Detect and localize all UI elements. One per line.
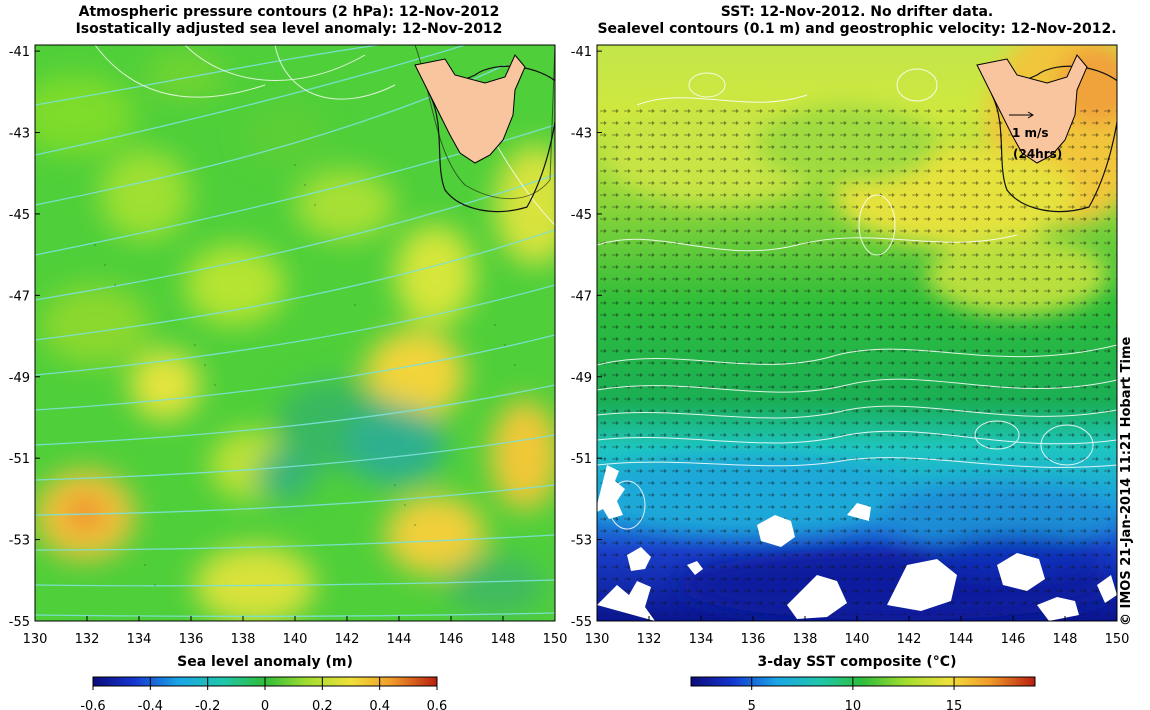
scale-arrow-label: 1 m/s: [1012, 126, 1049, 140]
left-x-tick-label: 146: [439, 632, 464, 647]
right-title: SST: 12-Nov-2012. No drifter data. Seale…: [557, 4, 1150, 38]
right-y-tick-label: -47: [571, 289, 592, 304]
left-y-tick-label: -55: [9, 615, 30, 630]
right-x-tick-label: 148: [1053, 632, 1078, 647]
left-map-frame: [34, 44, 556, 622]
left-x-tick-label: 144: [387, 632, 412, 647]
left-x-tick-label: 140: [283, 632, 308, 647]
right-x-tick-label: 138: [793, 632, 818, 647]
left-x-tick-label: 148: [491, 632, 516, 647]
left-x-tick-label: 132: [75, 632, 100, 647]
right-x-tick-label: 130: [585, 632, 610, 647]
sla-map-svg: [35, 45, 555, 621]
left-y-tick-label: -53: [9, 534, 30, 549]
right-x-tick-label: 142: [897, 632, 922, 647]
sst-colorbar-tick-label: 5: [748, 699, 756, 710]
left-x-tick-label: 136: [179, 632, 204, 647]
sla-colorbar-tick-label: 0.4: [369, 699, 390, 710]
sst-colorbar-label: 3-day SST composite (°C): [757, 654, 957, 670]
left-x-tick-label: 138: [231, 632, 256, 647]
right-y-tick-label: -49: [571, 371, 592, 386]
sla-field: [35, 50, 555, 621]
sst-colorbar-tick-label: 10: [845, 699, 862, 710]
left-x-tick-label: 134: [127, 632, 152, 647]
right-map-frame: [596, 44, 1118, 622]
sst-colorbar-ticks: 5 10 15: [748, 677, 963, 710]
sst-colorbar: [690, 676, 1036, 687]
sla-colorbar-tick-label: 0: [261, 699, 269, 710]
left-x-tick-label: 150: [543, 632, 568, 647]
right-y-tick-label: -43: [571, 127, 592, 142]
right-x-tick-label: 146: [1001, 632, 1026, 647]
sst-colorbar-tick-label: 15: [946, 699, 963, 710]
scale-arrow-sublabel: (24hrs): [1013, 147, 1062, 161]
left-y-tick-label: -45: [9, 208, 30, 223]
right-x-tick-label: 150: [1105, 632, 1130, 647]
sst-map: 1 m/s (24hrs): [597, 45, 1117, 621]
right-x-tick-label: 140: [845, 632, 870, 647]
left-axis-ticks: 130 132 134 136 138 140 142 144 146 148 150 -41 -43 -…: [9, 45, 568, 647]
sst-shelf-contour: [991, 65, 1117, 213]
right-y-tick-label: -55: [571, 615, 592, 630]
sla-colorbar-label: Sea level anomaly (m): [177, 654, 353, 670]
left-y-tick-label: -47: [9, 289, 30, 304]
left-x-tick-label: 142: [335, 632, 360, 647]
left-x-tick-label: 130: [23, 632, 48, 647]
sst-map-svg: 1 m/s (24hrs): [597, 45, 1117, 621]
sst-tasmania-land: [976, 54, 1088, 164]
right-x-tick-label: 136: [741, 632, 766, 647]
velocity-scale-arrow: [1009, 111, 1034, 119]
left-title-line2: Isostatically adjusted sea level anomaly…: [75, 21, 503, 37]
right-title-line1: SST: 12-Nov-2012. No drifter data.: [720, 4, 994, 20]
shelf-contour: [429, 65, 555, 213]
left-title-line1: Atmospheric pressure contours (2 hPa): 1…: [78, 4, 500, 20]
sea-level-anomaly-map: [35, 45, 555, 621]
right-x-tick-label: 132: [637, 632, 662, 647]
credit-text: © IMOS 21-Jan-2014 11:21 Hobart Time: [1119, 336, 1134, 626]
left-y-tick-label: -41: [9, 45, 30, 60]
sla-colorbar-ticks: -0.6 -0.4 -0.2 0 0.2 0.4 0.6: [80, 677, 447, 710]
right-axis-ticks: 130 132 134 136 138 140 142 144 146 148 150 -41 -43 -…: [571, 45, 1130, 647]
cloud-mask: [597, 465, 1117, 621]
sla-colorbar-tick-label: -0.4: [138, 699, 163, 710]
left-y-tick-label: -51: [9, 452, 30, 467]
sla-colorbar-tick-label: 0.2: [312, 699, 333, 710]
tasmania-land: [414, 54, 526, 164]
right-x-tick-label: 134: [689, 632, 714, 647]
sealevel-contours: [597, 68, 1117, 530]
sla-colorbar-tick-label: -0.6: [80, 699, 105, 710]
left-y-tick-label: -49: [9, 371, 30, 386]
left-y-tick-label: -43: [9, 127, 30, 142]
right-x-tick-label: 144: [949, 632, 974, 647]
right-y-tick-label: -45: [571, 208, 592, 223]
right-y-tick-label: -41: [571, 45, 592, 60]
sla-dots: [94, 164, 516, 586]
sla-colorbar-tick-label: 0.6: [427, 699, 448, 710]
left-title: Atmospheric pressure contours (2 hPa): 1…: [0, 4, 589, 38]
right-title-line2: Sealevel contours (0.1 m) and geostrophi…: [597, 21, 1117, 37]
right-y-tick-label: -51: [571, 452, 592, 467]
right-y-tick-label: -53: [571, 534, 592, 549]
sla-colorbar-tick-label: -0.2: [195, 699, 220, 710]
